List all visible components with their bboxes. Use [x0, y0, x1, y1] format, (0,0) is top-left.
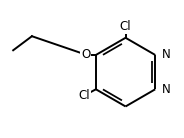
- Text: N: N: [162, 48, 171, 61]
- Text: O: O: [81, 48, 90, 61]
- Text: Cl: Cl: [120, 20, 131, 33]
- Text: N: N: [162, 83, 171, 96]
- Text: Cl: Cl: [78, 89, 90, 102]
